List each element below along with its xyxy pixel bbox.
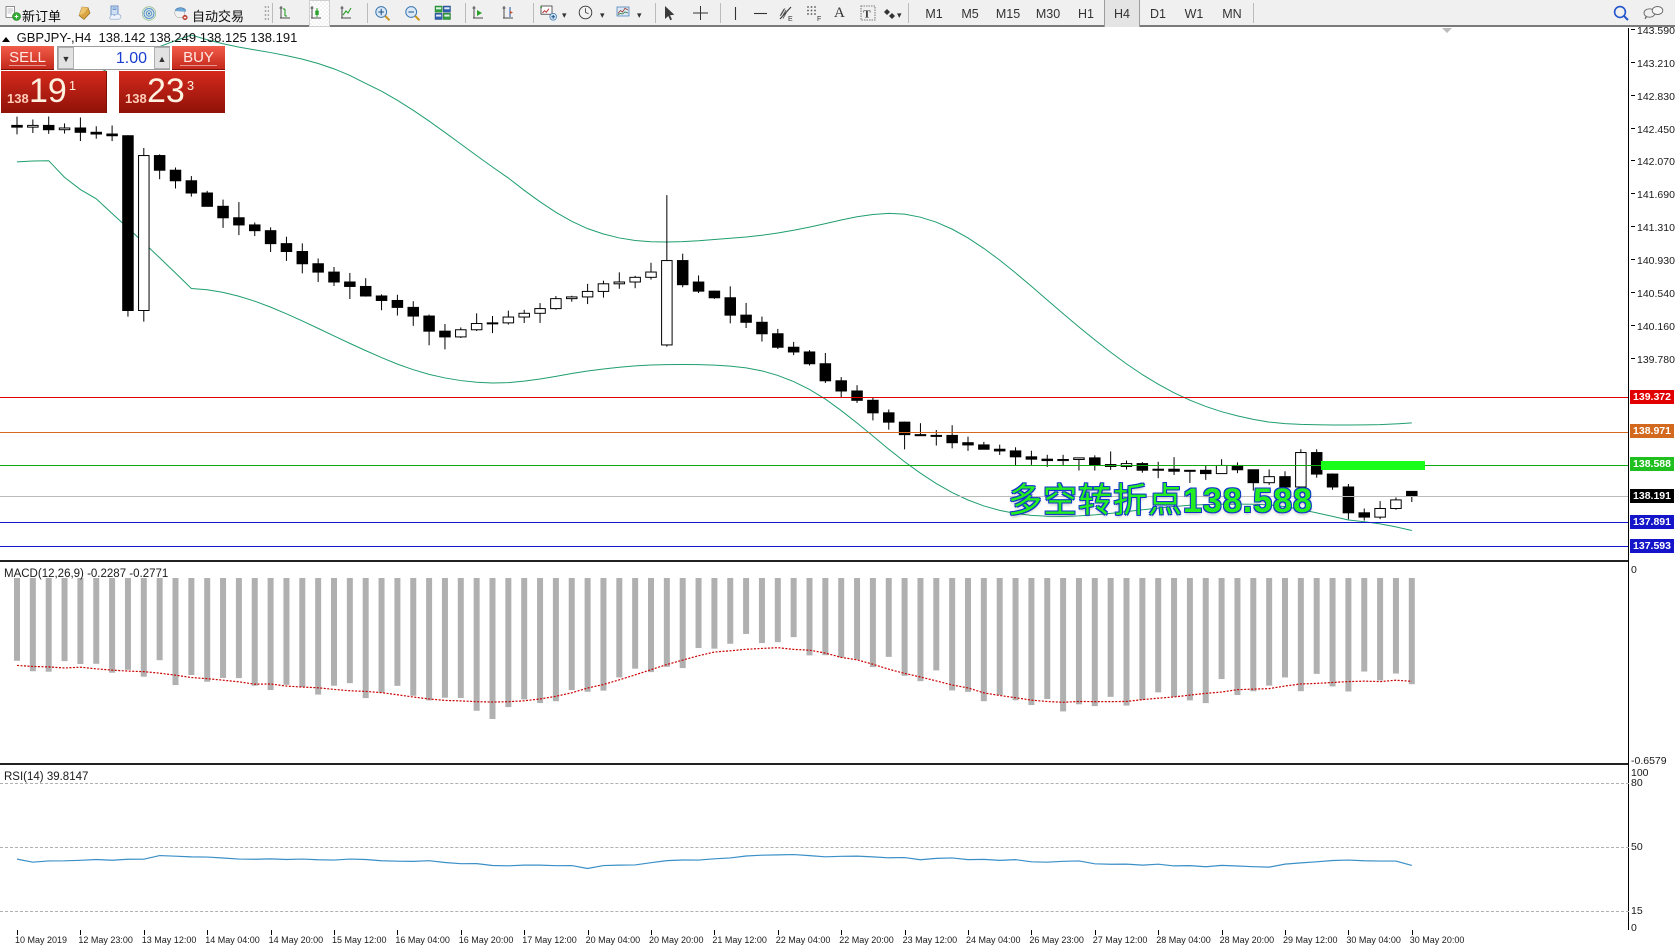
- svg-text:T: T: [863, 9, 871, 21]
- svg-text:E: E: [788, 16, 793, 22]
- svg-text:F: F: [817, 16, 821, 22]
